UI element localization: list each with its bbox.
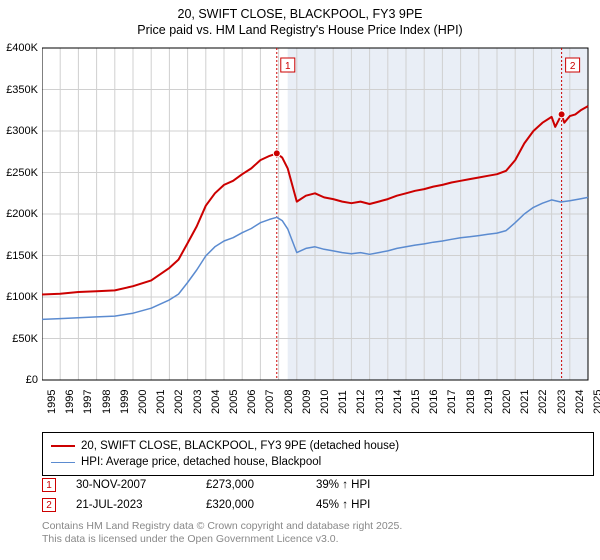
x-tick-label: 1995 — [46, 390, 58, 414]
x-tick-label: 2014 — [392, 390, 404, 414]
x-tick-label: 2020 — [501, 390, 513, 414]
x-tick-label: 2010 — [319, 390, 331, 414]
event-price: £273,000 — [206, 479, 316, 491]
footer: Contains HM Land Registry data © Crown c… — [42, 520, 594, 546]
x-tick-label: 2000 — [137, 390, 149, 414]
legend: 20, SWIFT CLOSE, BLACKPOOL, FY3 9PE (det… — [42, 432, 594, 476]
x-tick-label: 2001 — [155, 390, 167, 414]
x-tick-label: 2024 — [574, 390, 586, 414]
x-tick-label: 2011 — [337, 390, 349, 414]
x-tick-label: 2005 — [228, 390, 240, 414]
x-tick-label: 2006 — [246, 390, 258, 414]
svg-text:1: 1 — [285, 61, 291, 72]
event-row: 1 30-NOV-2007 £273,000 39% ↑ HPI — [42, 476, 594, 494]
x-tick-label: 2021 — [519, 390, 531, 414]
y-tick-label: £0 — [0, 374, 38, 386]
x-tick-label: 2013 — [374, 390, 386, 414]
y-tick-label: £300K — [0, 125, 38, 137]
y-tick-label: £200K — [0, 208, 38, 220]
x-tick-label: 2017 — [446, 390, 458, 414]
event-price: £320,000 — [206, 499, 316, 511]
event-date: 30-NOV-2007 — [76, 479, 206, 491]
svg-text:2: 2 — [570, 61, 576, 72]
title-block: 20, SWIFT CLOSE, BLACKPOOL, FY3 9PE Pric… — [0, 0, 600, 39]
title-line2: Price paid vs. HM Land Registry's House … — [0, 22, 600, 38]
y-tick-label: £100K — [0, 291, 38, 303]
legend-swatch — [51, 445, 75, 447]
x-tick-label: 2002 — [173, 390, 185, 414]
x-tick-label: 2016 — [428, 390, 440, 414]
x-tick-label: 2018 — [465, 390, 477, 414]
legend-row: HPI: Average price, detached house, Blac… — [51, 454, 585, 470]
y-tick-label: £350K — [0, 84, 38, 96]
x-tick-label: 2007 — [264, 390, 276, 414]
event-delta: 39% ↑ HPI — [316, 479, 436, 491]
legend-label: HPI: Average price, detached house, Blac… — [81, 456, 321, 468]
footer-line1: Contains HM Land Registry data © Crown c… — [42, 520, 594, 533]
legend-swatch — [51, 462, 75, 463]
chart-container: { "title": { "line1": "20, SWIFT CLOSE, … — [0, 0, 600, 560]
x-tick-label: 1997 — [82, 390, 94, 414]
x-tick-label: 2003 — [192, 390, 204, 414]
footer-line2: This data is licensed under the Open Gov… — [42, 533, 594, 546]
chart-svg: 12 — [42, 44, 594, 384]
x-tick-label: 2015 — [410, 390, 422, 414]
x-tick-label: 1996 — [64, 390, 76, 414]
x-tick-label: 2025 — [592, 390, 600, 414]
title-line1: 20, SWIFT CLOSE, BLACKPOOL, FY3 9PE — [0, 6, 600, 22]
event-table: 1 30-NOV-2007 £273,000 39% ↑ HPI 2 21-JU… — [42, 476, 594, 516]
x-tick-label: 2009 — [301, 390, 313, 414]
legend-label: 20, SWIFT CLOSE, BLACKPOOL, FY3 9PE (det… — [81, 440, 399, 452]
x-tick-label: 2023 — [556, 390, 568, 414]
chart-area: 12 £0£50K£100K£150K£200K£250K£300K£350K£… — [0, 44, 600, 424]
x-tick-label: 2012 — [355, 390, 367, 414]
x-tick-label: 1998 — [101, 390, 113, 414]
x-tick-label: 1999 — [119, 390, 131, 414]
x-tick-label: 2019 — [483, 390, 495, 414]
legend-row: 20, SWIFT CLOSE, BLACKPOOL, FY3 9PE (det… — [51, 438, 585, 454]
event-delta: 45% ↑ HPI — [316, 499, 436, 511]
y-tick-label: £150K — [0, 250, 38, 262]
event-date: 21-JUL-2023 — [76, 499, 206, 511]
y-tick-label: £400K — [0, 42, 38, 54]
event-marker-icon: 2 — [42, 498, 56, 512]
y-tick-label: £250K — [0, 167, 38, 179]
event-row: 2 21-JUL-2023 £320,000 45% ↑ HPI — [42, 496, 594, 514]
x-tick-label: 2004 — [210, 390, 222, 414]
x-tick-label: 2008 — [283, 390, 295, 414]
x-tick-label: 2022 — [537, 390, 549, 414]
event-marker-icon: 1 — [42, 478, 56, 492]
y-tick-label: £50K — [0, 333, 38, 345]
